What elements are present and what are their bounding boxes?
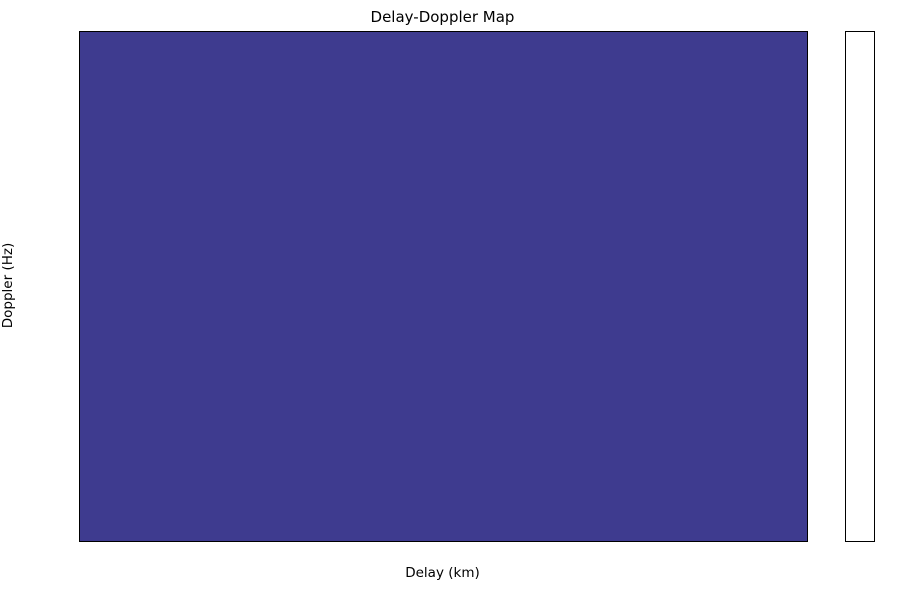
x-axis-label: Delay (km)	[405, 565, 480, 581]
heatmap-plot-area[interactable]	[79, 31, 808, 542]
colorbar[interactable]	[845, 31, 875, 542]
y-axis-label: Doppler (Hz)	[0, 242, 16, 329]
delay-doppler-heatmap	[80, 32, 807, 541]
colorbar-gradient	[846, 32, 874, 541]
page-title: Delay-Doppler Map	[370, 8, 515, 26]
